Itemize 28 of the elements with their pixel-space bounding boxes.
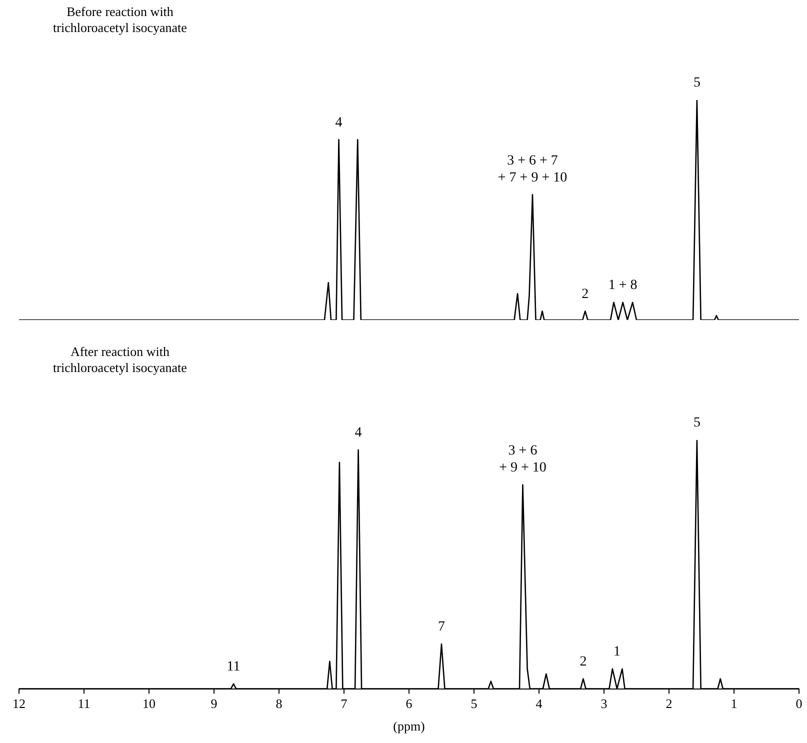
x-tick-label: 7 <box>340 696 348 712</box>
annotation: 7 <box>438 620 445 635</box>
annotation: 4 <box>335 115 342 130</box>
x-tick-label: 11 <box>78 696 90 712</box>
annotation: 2 <box>582 286 589 302</box>
x-tick-label: 12 <box>12 696 26 712</box>
x-tick-label: 5 <box>470 696 478 712</box>
x-tick-label: 4 <box>536 696 543 712</box>
x-tick-label: 0 <box>796 696 802 712</box>
annotation: 3 + 6 + 7 + 7 + 9 + 10 <box>498 153 568 186</box>
annotation: 5 <box>693 76 700 91</box>
x-tick-label: 10 <box>142 696 156 712</box>
annotation: 1 <box>614 644 620 660</box>
annotation: 5 <box>693 416 700 431</box>
annotation: 1 + 8 <box>608 278 638 294</box>
x-tick-label: 6 <box>406 696 413 712</box>
annotation: 2 <box>580 654 587 670</box>
x-tick-label: 1 <box>730 696 738 712</box>
x-tick-label: 8 <box>276 696 282 712</box>
x-tick-label: 3 <box>600 696 608 712</box>
annotation: 3 + 6 + 9 + 10 <box>499 443 546 476</box>
x-tick-label: 2 <box>666 696 672 712</box>
annotation: 11 <box>226 659 240 674</box>
chart-title: After reaction with trichloroacetyl isocyanate <box>52 344 188 376</box>
x-tick-label: 9 <box>210 696 218 712</box>
chart-title: Before reaction with trichloroacetyl isocyanate <box>52 4 188 36</box>
x-axis-title: (ppm) <box>393 718 425 734</box>
annotation: 4 <box>354 426 362 441</box>
